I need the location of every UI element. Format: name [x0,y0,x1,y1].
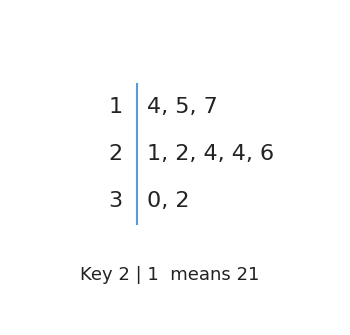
Text: 1, 2, 4, 4, 6: 1, 2, 4, 4, 6 [147,144,274,164]
Text: 0, 2: 0, 2 [147,191,189,211]
Text: 4, 5, 7: 4, 5, 7 [147,97,218,117]
Text: Key 2 | 1  means 21: Key 2 | 1 means 21 [80,266,260,284]
Text: 2: 2 [108,144,122,164]
Text: 3: 3 [108,191,122,211]
Text: 1: 1 [108,97,122,117]
